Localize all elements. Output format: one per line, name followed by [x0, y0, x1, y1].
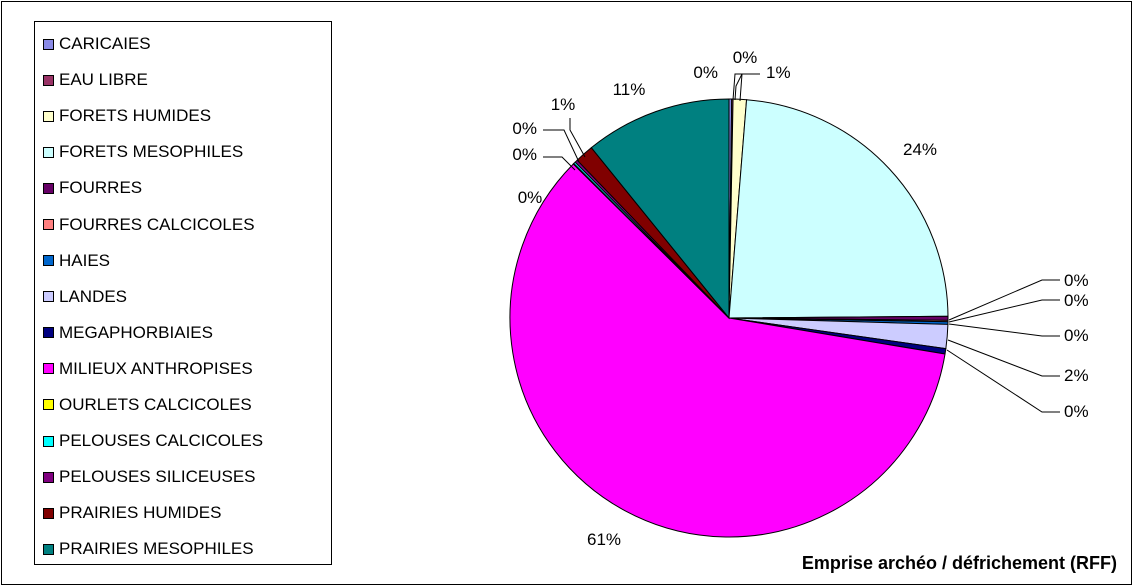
leader-line-pelouses-calcicoles: [543, 156, 576, 171]
legend-item-ourlets-calcicoles: OURLETS CALCICOLES: [35, 387, 331, 423]
data-label-prairies-mesophiles: 11%: [613, 80, 646, 99]
leader-line-landes: [947, 339, 1060, 377]
legend-item-fourres-calcicoles: FOURRES CALCICOLES: [35, 206, 331, 242]
legend-item-haies: HAIES: [35, 243, 331, 279]
legend-item-landes: LANDES: [35, 279, 331, 315]
legend-item-pelouses-calcicoles: PELOUSES CALCICOLES: [35, 423, 331, 459]
legend-item-megaphorbiaies: MEGAPHORBIAIES: [35, 315, 331, 351]
legend-item-caricaies: CARICAIES: [35, 26, 331, 62]
leader-line-fourres-calcicoles: [948, 299, 1060, 323]
legend-label-prairies-mesophiles: PRAIRIES MESOPHILES: [59, 539, 254, 559]
legend-label-landes: LANDES: [59, 286, 128, 306]
legend-label-forets-mesophiles: FORETS MESOPHILES: [59, 142, 244, 162]
pie-slice-milieux-anthropises: [509, 163, 946, 538]
data-label-haies: 0%: [1064, 326, 1089, 345]
legend-label-forets-humides: FORETS HUMIDES: [59, 106, 212, 126]
legend-item-milieux-anthropises: MILIEUX ANTHROPISES: [35, 351, 331, 387]
leader-line-eau-libre: [734, 73, 743, 101]
leader-line-haies: [948, 323, 1060, 337]
data-label-forets-mesophiles: 24%: [903, 140, 937, 159]
pie-slice-forets-mesophiles: [728, 99, 949, 319]
legend-item-forets-mesophiles: FORETS MESOPHILES: [35, 134, 331, 170]
legend-item-prairies-mesophiles: PRAIRIES MESOPHILES: [35, 531, 331, 567]
data-label-forets-humides: 1%: [766, 63, 791, 82]
leader-line-pelouses-siliceuses: [543, 129, 580, 163]
legend-label-caricaies: CARICAIES: [59, 34, 151, 54]
legend-label-ourlets-calcicoles: OURLETS CALCICOLES: [59, 394, 252, 414]
data-label-eau-libre: 0%: [733, 48, 758, 67]
legend-item-prairies-humides: PRAIRIES HUMIDES: [35, 495, 331, 531]
legend-label-fourres: FOURRES: [59, 178, 143, 198]
legend-item-pelouses-siliceuses: PELOUSES SILICEUSES: [35, 459, 331, 495]
data-label-landes: 2%: [1064, 366, 1089, 385]
leader-line-prairies-humides: [569, 118, 586, 158]
data-label-milieux-anthropises: 61%: [587, 530, 621, 549]
data-label-megaphorbiaies: 0%: [1064, 402, 1089, 421]
data-label-caricaies: 0%: [693, 63, 718, 82]
chart-title: Emprise archéo / défrichement (RFF): [801, 553, 1117, 573]
legend-swatch-fourres: [43, 182, 54, 194]
legend-label-pelouses-siliceuses: PELOUSES SILICEUSES: [59, 467, 256, 487]
legend-swatch-pelouses-siliceuses: [43, 471, 54, 483]
legend-item-fourres: FOURRES: [35, 170, 331, 206]
leader-line-fourres: [948, 279, 1060, 321]
pie-slice-prairies-mesophiles: [590, 98, 730, 320]
legend-label-fourres-calcicoles: FOURRES CALCICOLES: [59, 214, 255, 234]
leader-line-megaphorbiaies: [946, 349, 1060, 413]
legend-swatch-caricaies: [43, 38, 54, 50]
leader-line-forets-humides: [739, 73, 760, 102]
legend-swatch-ourlets-calcicoles: [43, 399, 54, 411]
chart-legend: CARICAIES EAU LIBRE FORETS HUMIDES FORETS M…: [34, 21, 332, 565]
data-label-pelouses-siliceuses: 0%: [512, 119, 537, 138]
legend-swatch-landes: [43, 291, 54, 303]
legend-label-megaphorbiaies: MEGAPHORBIAIES: [59, 322, 213, 342]
legend-label-prairies-humides: PRAIRIES HUMIDES: [59, 503, 222, 523]
data-label-fourres-calcicoles: 0%: [1064, 291, 1089, 310]
legend-swatch-forets-humides: [43, 110, 54, 122]
legend-swatch-pelouses-calcicoles: [43, 435, 54, 447]
legend-label-pelouses-calcicoles: PELOUSES CALCICOLES: [59, 431, 264, 451]
legend-swatch-forets-mesophiles: [43, 146, 54, 158]
legend-swatch-milieux-anthropises: [43, 363, 54, 375]
legend-label-milieux-anthropises: MILIEUX ANTHROPISES: [59, 358, 253, 378]
data-label-pelouses-calcicoles: 0%: [512, 145, 537, 164]
legend-swatch-eau-libre: [43, 74, 54, 86]
legend-swatch-megaphorbiaies: [43, 327, 54, 339]
legend-label-haies: HAIES: [59, 250, 111, 270]
legend-swatch-prairies-humides: [43, 507, 54, 519]
legend-swatch-prairies-mesophiles: [43, 543, 54, 555]
legend-label-eau-libre: EAU LIBRE: [59, 70, 148, 90]
data-label-ourlets-calcicoles: 0%: [518, 188, 543, 207]
legend-swatch-haies: [43, 255, 54, 267]
data-label-prairies-humides: 1%: [551, 95, 576, 114]
data-label-fourres: 0%: [1064, 271, 1089, 290]
legend-item-forets-humides: FORETS HUMIDES: [35, 98, 331, 134]
legend-item-eau-libre: EAU LIBRE: [35, 62, 331, 98]
legend-swatch-fourres-calcicoles: [43, 219, 54, 231]
